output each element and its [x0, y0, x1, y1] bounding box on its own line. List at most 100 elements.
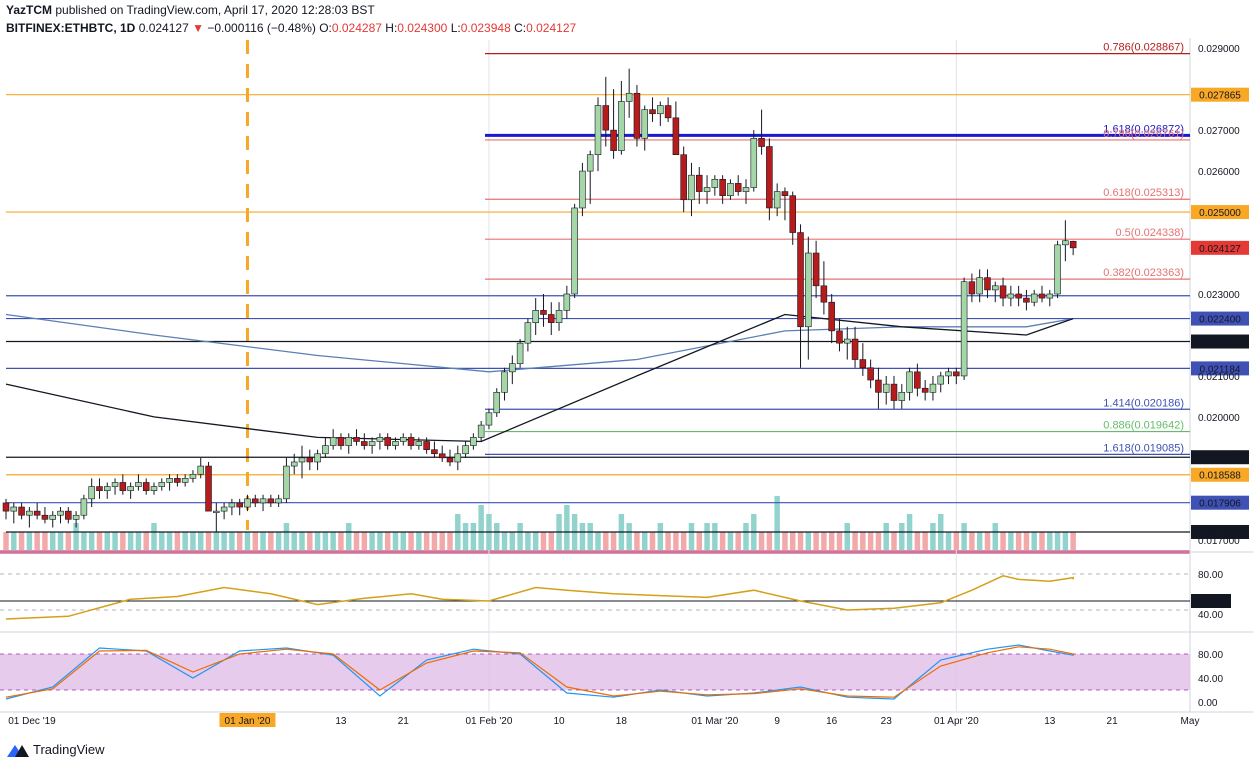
volume-bar: [330, 532, 336, 550]
volume-bar: [213, 532, 220, 550]
price-levels: 0.786(0.028867) 1.618(0.026872)0.786(0.02…: [6, 42, 1190, 533]
volume-bar: [649, 532, 656, 550]
volume-bar: [57, 532, 64, 550]
volume-bar: [1054, 532, 1061, 550]
candle-body: [563, 293, 571, 311]
volume-bar: [875, 532, 882, 550]
candle-body: [540, 310, 547, 315]
candle-body: [228, 502, 236, 508]
candle-body: [579, 170, 586, 209]
volume-bar: [416, 532, 422, 550]
volume-bar: [976, 532, 983, 550]
volume-bar: [1070, 532, 1076, 550]
tradingview-logo[interactable]: TradingView: [7, 742, 105, 757]
candle-body: [353, 437, 360, 442]
volume-bar: [50, 532, 56, 550]
candle-body: [189, 473, 197, 479]
level-label: 0.5(0.024338): [1116, 227, 1185, 239]
price-change: −0.000116 (−0.48%): [207, 21, 316, 35]
volume-bar: [314, 532, 321, 550]
volume-bar: [135, 532, 142, 550]
stoch-band: [0, 654, 1190, 690]
volume-bar: [1062, 532, 1069, 550]
candle-body: [197, 465, 204, 475]
volume-bar: [462, 523, 469, 550]
candle-body: [750, 138, 758, 188]
candle-body: [719, 178, 726, 196]
volume-bar: [992, 523, 998, 550]
volume-bar: [1015, 532, 1022, 550]
price-tick: 0.020000: [1198, 413, 1240, 424]
candle-body: [72, 514, 80, 520]
volume-bar: [626, 523, 632, 550]
volume-bar: [961, 523, 967, 550]
volume-bar: [42, 532, 48, 550]
candle-body: [158, 482, 166, 487]
candle-body: [10, 506, 18, 512]
volume-bar: [96, 532, 103, 550]
author-name[interactable]: YazTCM: [6, 3, 53, 17]
level-label: 0.786(0.026761): [1103, 128, 1184, 140]
volume-bar: [198, 532, 204, 550]
candle-body: [610, 129, 617, 151]
volume-bar: [680, 532, 687, 550]
volume-bar: [205, 532, 212, 550]
volume-bar: [860, 532, 866, 550]
volume-bar: [501, 532, 508, 550]
candle-body: [672, 117, 680, 156]
chart-grid: [0, 38, 1253, 713]
volume-bar: [891, 532, 897, 550]
volume-bar: [657, 523, 664, 550]
price-tick: 0.029000: [1198, 44, 1240, 55]
price-chart[interactable]: 0.786(0.028867) 1.618(0.026872)0.786(0.02…: [0, 0, 1253, 740]
candle-body: [984, 277, 991, 291]
volume-bar: [143, 532, 149, 550]
volume-bar: [182, 532, 188, 550]
level-price-tag: [1191, 450, 1249, 465]
volume-bar: [758, 532, 765, 550]
candle-body: [797, 232, 804, 328]
rsi-level-tag-text: 50.00: [1196, 597, 1221, 608]
level-label: 1.414(0.020186): [1103, 397, 1184, 409]
candle-body: [252, 498, 259, 504]
volume-bar: [564, 505, 570, 550]
level-price-tag-text: 0.017191: [1199, 528, 1241, 539]
volume-bar: [377, 532, 383, 550]
time-tick: 01 Apr '20: [934, 716, 979, 727]
publish-info: YazTCM published on TradingView.com, Apr…: [6, 3, 375, 17]
candle-body: [57, 510, 64, 516]
candle-body: [127, 486, 134, 491]
candle-body: [696, 174, 703, 192]
candle-body: [781, 191, 789, 196]
time-tick: 13: [335, 716, 347, 727]
candle-body: [275, 498, 282, 504]
moving-average-line: [5, 313, 1074, 443]
candle-body: [734, 183, 742, 192]
volume-bar: [774, 496, 780, 550]
level-price-tag: [1191, 495, 1249, 510]
candle-body: [470, 437, 477, 446]
volume-bar: [81, 532, 87, 550]
candle-body: [361, 441, 368, 446]
volume-bar: [797, 532, 804, 550]
stoch-k-line: [5, 644, 1074, 700]
candle-body: [960, 281, 968, 377]
candle-body: [306, 457, 314, 463]
high-value: 0.024300: [397, 21, 448, 35]
candle-body: [664, 105, 672, 119]
candle-body: [688, 174, 695, 201]
candle-body: [298, 457, 306, 463]
level-price-tag: [1191, 524, 1249, 539]
rsi-level-tag: [1191, 594, 1231, 608]
stoch-tick: 80.00: [1198, 650, 1223, 661]
volume-bar: [969, 532, 975, 550]
low-value: 0.023948: [460, 21, 511, 35]
candle-body: [1038, 293, 1046, 299]
volume-bar: [439, 532, 445, 550]
candle-body: [220, 506, 228, 512]
candle-body: [992, 285, 999, 291]
candle-body: [509, 363, 516, 373]
volume-bar: [1023, 532, 1030, 550]
volume-bar: [844, 523, 850, 550]
time-tick: 23: [881, 716, 893, 727]
